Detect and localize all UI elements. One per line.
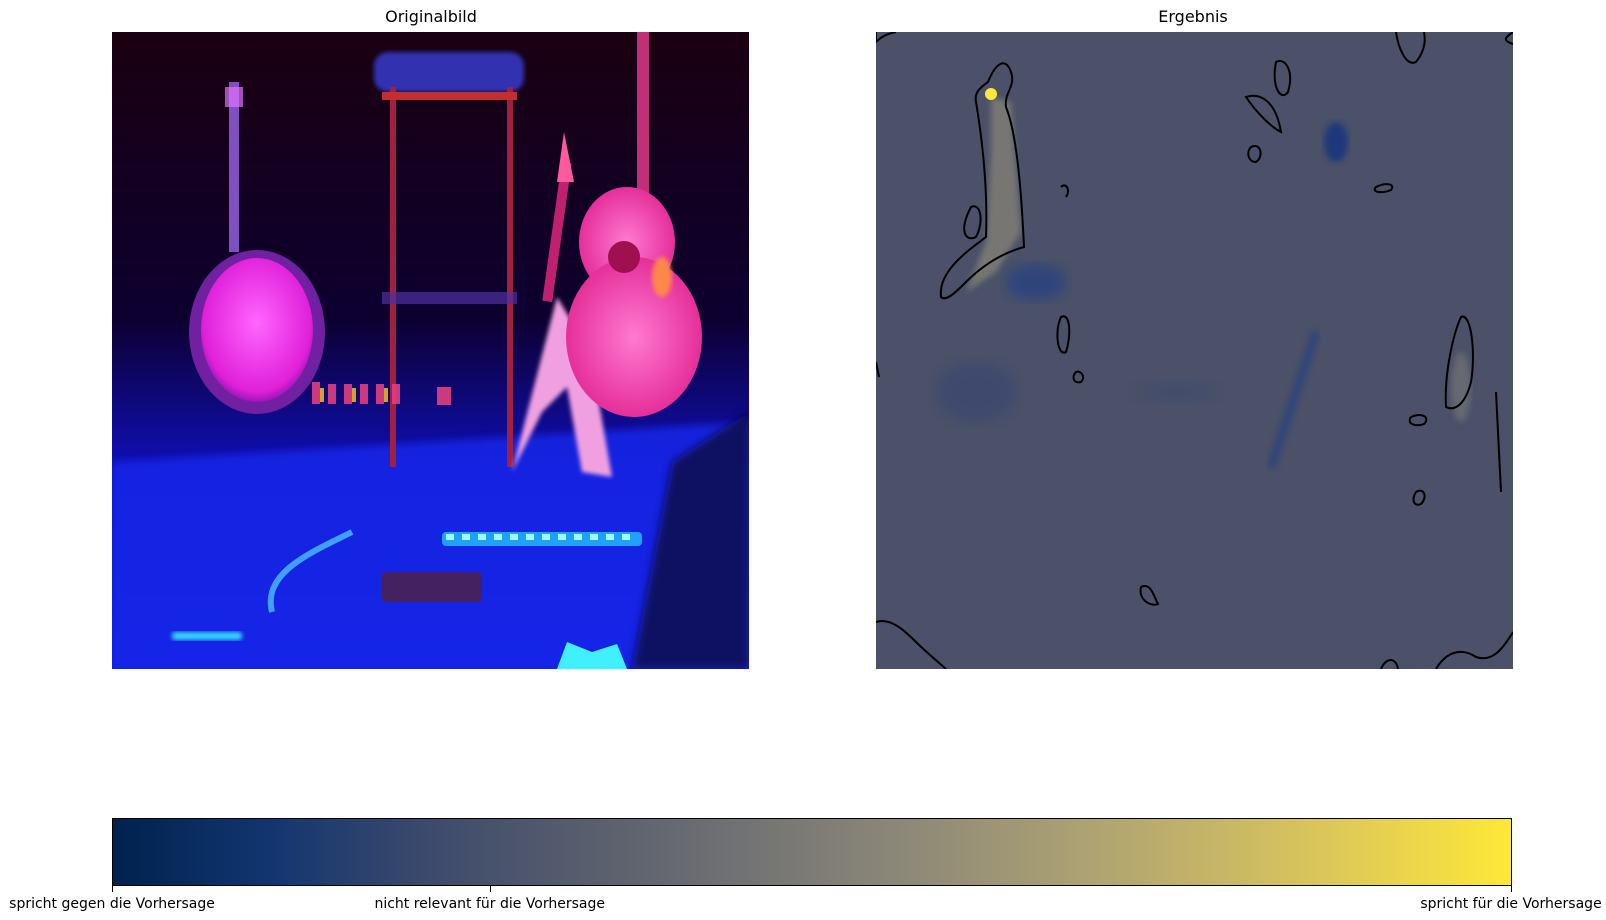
result-heatmap-panel: [876, 32, 1513, 669]
colorbar-tick-label: spricht für die Vorhersage: [1420, 896, 1602, 912]
colorbar-tick: [489, 886, 491, 892]
colorbar-tick: [1511, 886, 1512, 892]
original-image: [112, 32, 749, 669]
result-heatmap: [876, 32, 1513, 669]
colorbar-tick-label: spricht gegen die Vorhersage: [9, 896, 215, 912]
colorbar: [112, 818, 1512, 886]
original-image-panel: [112, 32, 749, 669]
colorbar-tick: [112, 886, 113, 892]
right-panel-title: Ergebnis: [1158, 7, 1228, 26]
colorbar-tick-label: nicht relevant für die Vorhersage: [374, 896, 605, 912]
left-panel-title: Originalbild: [385, 7, 477, 26]
